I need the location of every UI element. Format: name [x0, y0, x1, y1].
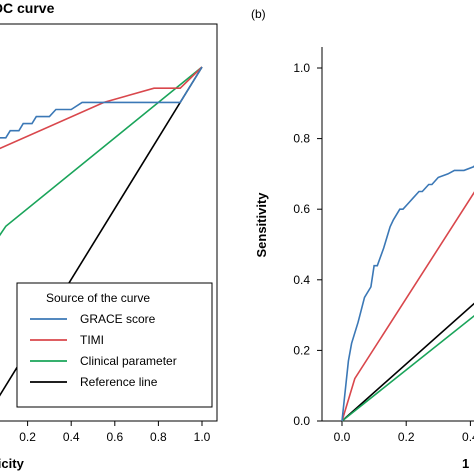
panel-a-line-timi	[0, 66, 203, 150]
panel-a-x-ticks: 0.00.20.40.60.81.0	[19, 421, 211, 444]
panel-a-xlabel: 1 - Specificity	[0, 456, 25, 471]
panel-b-x-tick-label: 0.2	[398, 430, 415, 444]
legend-title: Source of the curve	[46, 291, 150, 305]
panel-b-line-clinical-parameter	[341, 315, 474, 422]
panel-a: ROC curve 0.00.20.40.60.81.0 1 - Specifi…	[0, 0, 218, 471]
panel-a-frame	[0, 23, 218, 422]
legend-box	[16, 282, 213, 408]
panel-a-x-tick-label: 1.0	[194, 430, 211, 444]
panel-a-x-tick-label: 0.2	[19, 430, 36, 444]
legend-items: GRACE score TIMI Clinical parameter Referen…	[30, 312, 177, 389]
panel-a-line-grace-score	[0, 66, 203, 139]
panel-a-x-tick-label: 0.4	[63, 430, 80, 444]
panel-b-line-grace-score	[341, 165, 474, 422]
panel-b-x-tick-label: 0.0	[334, 430, 351, 444]
legend: Source of the curve GRACE score TIMI Clini…	[16, 282, 213, 408]
panel-a-x-tick-label: 0.8	[150, 430, 167, 444]
panel-b-label: (b)	[251, 7, 266, 21]
panel-b-y-tick-label: 0.2	[293, 343, 310, 357]
legend-label-grace-score: GRACE score	[80, 312, 156, 326]
legend-label-clinical-parameter: Clinical parameter	[80, 354, 177, 368]
panel-b-y-tick-label: 0.0	[293, 414, 310, 428]
panel-a-line-clinical-parameter	[0, 66, 203, 237]
panel-a-title: ROC curve	[0, 0, 55, 16]
panel-b-xlabel: 1	[462, 456, 469, 471]
panel-b-x-ticks: 0.0 0.2 0.4	[334, 421, 474, 444]
panel-b-line-timi	[341, 191, 474, 422]
panel-b-y-tick-label: 0.4	[293, 273, 310, 287]
legend-label-timi: TIMI	[80, 333, 104, 347]
panel-b-y-tick-label: 0.6	[293, 202, 310, 216]
panel-b-x-tick-label: 0.4	[462, 430, 474, 444]
panel-b-y-tick-label: 0.8	[293, 132, 310, 146]
panel-b-series	[341, 165, 474, 422]
legend-label-reference-line: Reference line	[80, 375, 158, 389]
panel-b-y-ticks: 0.0 0.2 0.4 0.6 0.8 1.0	[293, 61, 322, 428]
panel-b-y-tick-label: 1.0	[293, 61, 310, 75]
panel-b: (b) Sensitivity 0.00.20.40.60.81.0 0.0 0.…	[251, 7, 474, 471]
panel-b-ylabel: Sensitivity	[254, 192, 269, 258]
panel-b-line-reference-line	[341, 302, 474, 422]
panel-a-x-tick-label: 0.6	[106, 430, 123, 444]
